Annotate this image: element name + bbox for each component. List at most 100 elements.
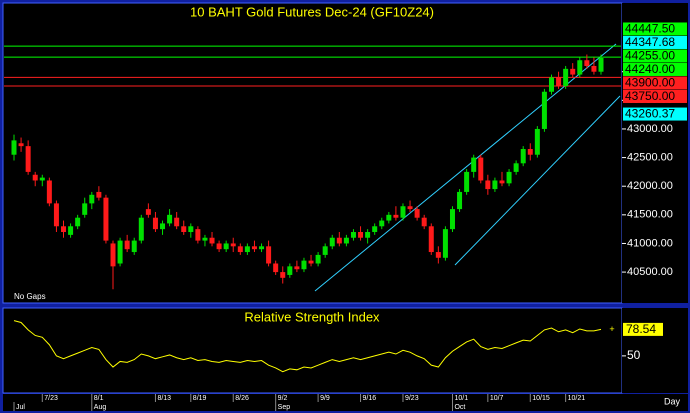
x-tick-label: 8/13 bbox=[157, 395, 171, 402]
candle-body bbox=[32, 174, 38, 181]
candle-body bbox=[343, 237, 349, 244]
candle-body bbox=[61, 226, 67, 233]
level-label-bg bbox=[623, 76, 687, 90]
candle-body bbox=[223, 243, 229, 250]
x-tick-label: 8/1 bbox=[94, 395, 104, 402]
candle-body bbox=[548, 77, 554, 92]
candle-body bbox=[75, 217, 81, 227]
candle-body bbox=[124, 240, 130, 250]
candle-body bbox=[541, 91, 547, 129]
date-panel bbox=[3, 394, 688, 411]
candle-body bbox=[393, 214, 399, 218]
candle-body bbox=[315, 254, 321, 264]
candle-body bbox=[457, 191, 463, 210]
candle-body bbox=[322, 246, 328, 255]
candle-body bbox=[266, 246, 272, 264]
x-tick-label: 9/16 bbox=[363, 395, 377, 402]
level-label-bg bbox=[623, 89, 687, 103]
x-tick-label: 10/1 bbox=[454, 395, 468, 402]
level-label-bg bbox=[623, 35, 687, 49]
candle-body bbox=[464, 171, 470, 192]
candle-body bbox=[46, 180, 52, 204]
month-label: Jul bbox=[16, 404, 25, 411]
x-tick-label: 7/23 bbox=[44, 395, 58, 402]
annotation: No Gaps bbox=[14, 292, 46, 301]
candle-body bbox=[442, 229, 448, 258]
candle-body bbox=[421, 217, 427, 227]
level-label-bg bbox=[623, 22, 687, 36]
candle-body bbox=[138, 217, 144, 241]
candle-body bbox=[386, 214, 392, 221]
candle-body bbox=[350, 232, 356, 238]
level-label: 43750.00 bbox=[625, 89, 675, 103]
candle-body bbox=[287, 266, 293, 275]
candle-body bbox=[39, 177, 45, 181]
x-axis-label: Day bbox=[664, 396, 681, 406]
candle-body bbox=[11, 140, 17, 155]
candle-body bbox=[110, 243, 116, 267]
y-tick-label: 43000.00 bbox=[627, 123, 673, 135]
candle-body bbox=[506, 171, 512, 184]
last-marker: + bbox=[609, 324, 614, 334]
candle-body bbox=[478, 157, 484, 181]
y-tick-label: 50 bbox=[627, 348, 641, 362]
channel-lower bbox=[454, 95, 621, 266]
candle-body bbox=[167, 214, 173, 224]
candle-body bbox=[400, 206, 406, 218]
y-tick-label: 40500.00 bbox=[627, 266, 673, 278]
candle-body bbox=[117, 240, 123, 264]
candle-body bbox=[18, 143, 24, 147]
rsi-line bbox=[13, 320, 602, 373]
level-label: 44447.50 bbox=[625, 22, 675, 36]
candle-body bbox=[570, 68, 576, 75]
candle-body bbox=[407, 206, 413, 210]
candle-body bbox=[499, 180, 505, 184]
candle-body bbox=[591, 65, 597, 72]
candle-body bbox=[53, 203, 59, 227]
x-tick-label: 8/26 bbox=[235, 395, 249, 402]
month-label: Sep bbox=[278, 404, 291, 411]
candle-body bbox=[513, 163, 519, 172]
level-label: 44240.00 bbox=[625, 62, 675, 76]
candle-body bbox=[428, 226, 434, 253]
y-tick-label: 41000.00 bbox=[627, 237, 673, 249]
candle-body bbox=[209, 237, 215, 244]
candle-body bbox=[534, 128, 540, 155]
candle-body bbox=[492, 180, 498, 190]
candle-body bbox=[68, 226, 74, 235]
candle-body bbox=[89, 194, 95, 204]
candle-body bbox=[103, 197, 109, 241]
candle-body bbox=[188, 226, 194, 233]
candle-body bbox=[216, 243, 222, 250]
candle-body bbox=[181, 226, 187, 233]
candle-body bbox=[301, 260, 307, 270]
candle-body bbox=[244, 246, 250, 253]
candle-body bbox=[259, 246, 265, 250]
candle-body bbox=[202, 237, 208, 241]
candle-body bbox=[145, 209, 151, 215]
candle-body bbox=[329, 237, 335, 247]
x-tick-label: 10/21 bbox=[568, 395, 586, 402]
candle-body bbox=[372, 226, 378, 233]
x-tick-label: 10/7 bbox=[490, 395, 504, 402]
level-label: 44347.68 bbox=[625, 35, 675, 49]
chart-title: 10 BAHT Gold Futures Dec-24 (GF10Z24) bbox=[190, 4, 434, 19]
level-label: 43260.37 bbox=[625, 107, 675, 121]
rsi-axis-panel bbox=[622, 308, 688, 393]
level-label: 44255.00 bbox=[625, 49, 675, 63]
candle-body bbox=[365, 232, 371, 238]
candle-body bbox=[563, 68, 569, 87]
level-label-bg bbox=[623, 107, 687, 121]
candle-body bbox=[358, 232, 364, 238]
candle-body bbox=[308, 260, 314, 264]
candle-body bbox=[152, 217, 158, 230]
candle-body bbox=[527, 148, 533, 155]
level-label: 43900.00 bbox=[625, 76, 675, 90]
candle-body bbox=[251, 246, 257, 250]
candle-body bbox=[556, 77, 562, 87]
last-value-bg bbox=[623, 322, 663, 336]
candle-body bbox=[449, 209, 455, 230]
candle-body bbox=[237, 246, 243, 253]
y-tick-label: 41500.00 bbox=[627, 209, 673, 221]
